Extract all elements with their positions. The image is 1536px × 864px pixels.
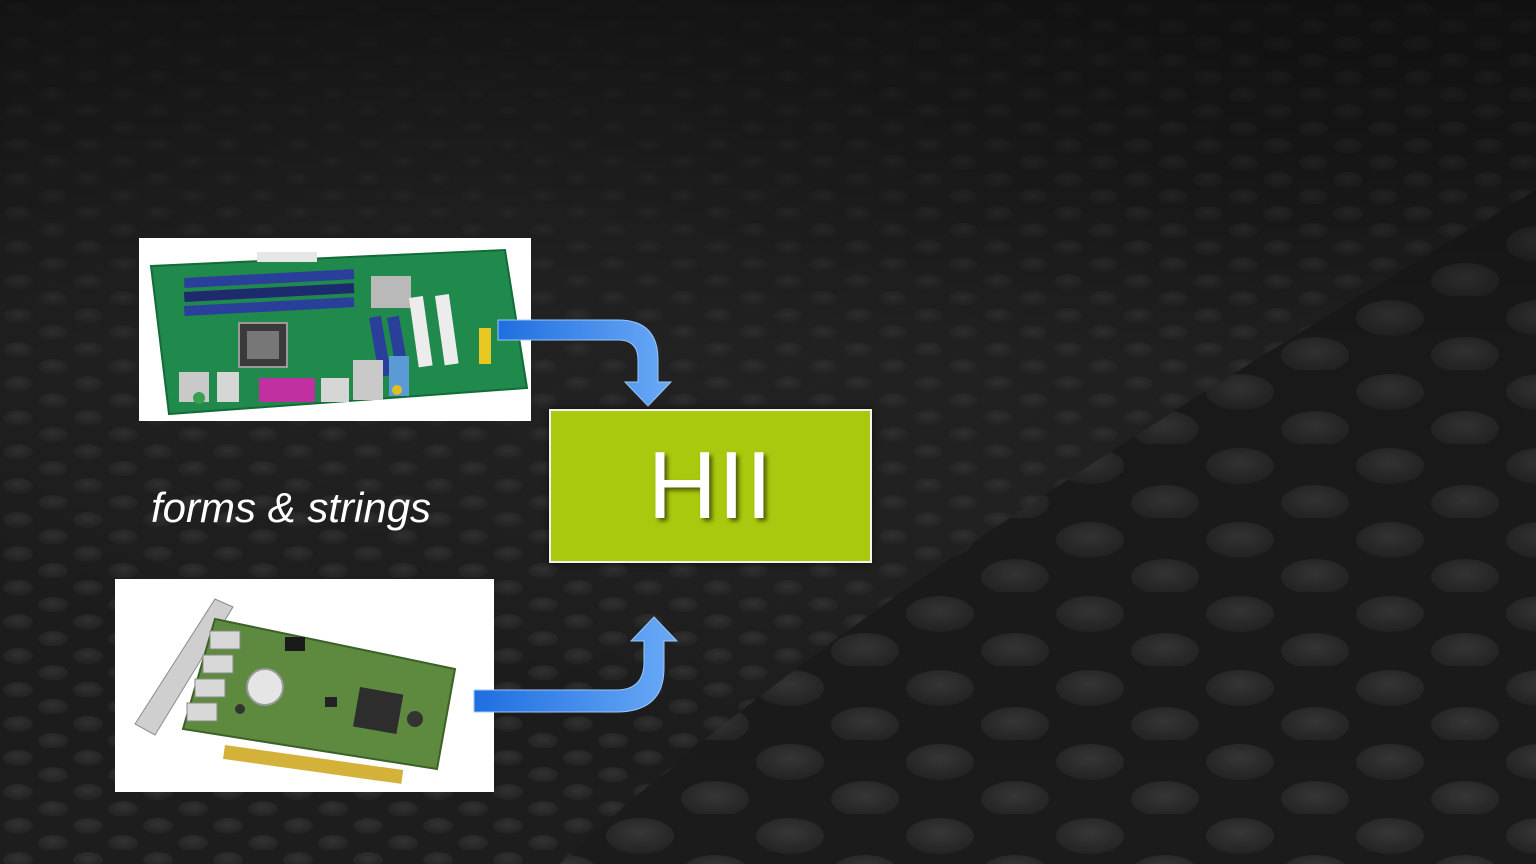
hii-label: HII bbox=[647, 432, 774, 539]
hii-box: HII bbox=[549, 409, 872, 563]
expansion-card-image bbox=[115, 579, 494, 792]
forms-strings-caption: forms & strings bbox=[151, 484, 432, 531]
motherboard-image bbox=[139, 238, 531, 421]
